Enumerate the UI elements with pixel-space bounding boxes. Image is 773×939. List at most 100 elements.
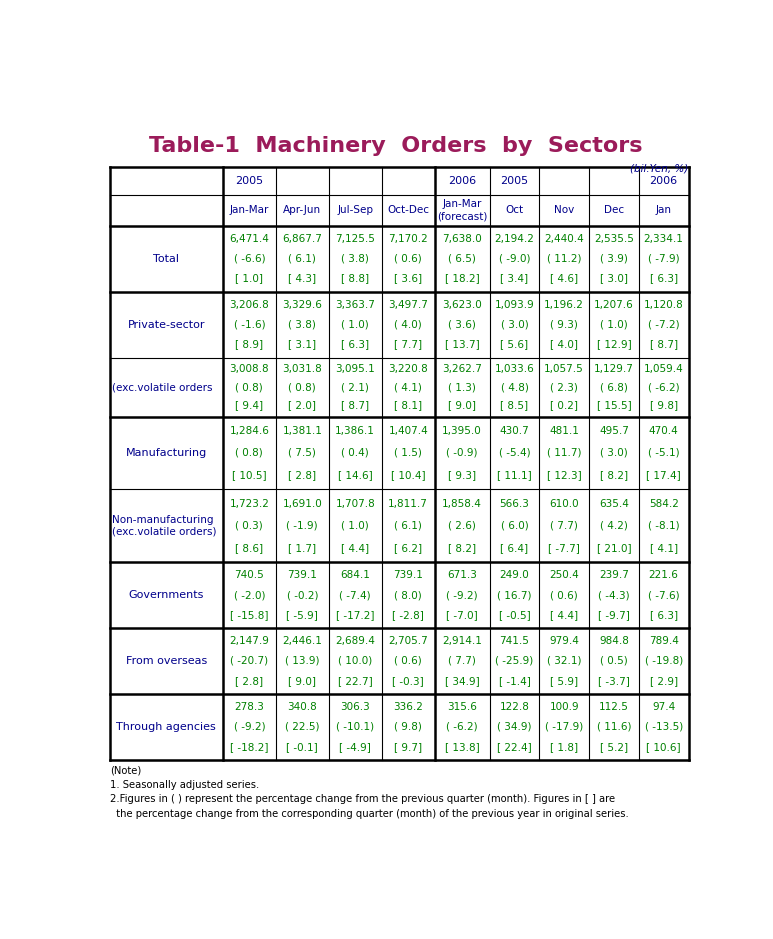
Text: ( 9.3): ( 9.3) xyxy=(550,319,578,330)
Text: ( 3.8): ( 3.8) xyxy=(288,319,316,330)
Text: 1,381.1: 1,381.1 xyxy=(282,426,322,436)
Text: 2,440.4: 2,440.4 xyxy=(544,234,584,244)
Text: [ 2.8]: [ 2.8] xyxy=(235,676,264,685)
Text: ( 4.0): ( 4.0) xyxy=(394,319,422,330)
Text: 2005: 2005 xyxy=(235,176,264,186)
Text: [ 9.8]: [ 9.8] xyxy=(649,400,678,409)
Text: [ 6.3]: [ 6.3] xyxy=(649,609,678,620)
Text: 340.8: 340.8 xyxy=(288,702,317,712)
Text: ( 6.0): ( 6.0) xyxy=(501,521,528,531)
Text: [ 13.8]: [ 13.8] xyxy=(444,742,479,751)
Text: ( -6.2): ( -6.2) xyxy=(446,722,478,731)
Text: 3,262.7: 3,262.7 xyxy=(442,364,482,375)
Text: ( -7.4): ( -7.4) xyxy=(339,590,371,600)
Text: [ 1.8]: [ 1.8] xyxy=(550,742,578,751)
Text: 2005: 2005 xyxy=(500,176,529,186)
Text: (Note): (Note) xyxy=(110,765,141,776)
Text: ( 4.2): ( 4.2) xyxy=(600,521,628,531)
Text: 1. Seasonally adjusted series.: 1. Seasonally adjusted series. xyxy=(110,780,259,790)
Text: 1,093.9: 1,093.9 xyxy=(495,300,534,310)
Text: ( 6.8): ( 6.8) xyxy=(600,382,628,393)
Text: [ -4.9]: [ -4.9] xyxy=(339,742,371,751)
Text: ( 0.4): ( 0.4) xyxy=(342,448,369,458)
Text: 671.3: 671.3 xyxy=(448,570,477,580)
Text: (bil.Yen, %): (bil.Yen, %) xyxy=(630,163,689,174)
Text: [ -18.2]: [ -18.2] xyxy=(230,742,268,751)
Text: [ 8.8]: [ 8.8] xyxy=(341,273,369,284)
Text: ( 1.0): ( 1.0) xyxy=(342,521,369,531)
Text: [ -7.0]: [ -7.0] xyxy=(446,609,478,620)
Text: 2,535.5: 2,535.5 xyxy=(594,234,634,244)
Text: [ 2.8]: [ 2.8] xyxy=(288,470,316,480)
Text: [ 15.5]: [ 15.5] xyxy=(597,400,632,409)
Text: Jan-Mar: Jan-Mar xyxy=(230,206,269,215)
Text: ( 7.7): ( 7.7) xyxy=(448,656,476,666)
Text: [ 4.3]: [ 4.3] xyxy=(288,273,316,284)
Text: 2,334.1: 2,334.1 xyxy=(644,234,683,244)
Text: [ 18.2]: [ 18.2] xyxy=(444,273,479,284)
Text: [ 9.7]: [ 9.7] xyxy=(394,742,422,751)
Text: 3,206.8: 3,206.8 xyxy=(230,300,269,310)
Text: [ 12.9]: [ 12.9] xyxy=(597,339,632,349)
Text: ( -5.1): ( -5.1) xyxy=(648,448,679,458)
Text: [ -9.7]: [ -9.7] xyxy=(598,609,630,620)
Text: 1,386.1: 1,386.1 xyxy=(335,426,375,436)
Text: 481.1: 481.1 xyxy=(550,426,579,436)
Text: ( 1.3): ( 1.3) xyxy=(448,382,476,393)
Text: Jan: Jan xyxy=(656,206,672,215)
Text: the percentage change from the corresponding quarter (month) of the previous yea: the percentage change from the correspon… xyxy=(110,809,628,819)
Text: [ 4.4]: [ 4.4] xyxy=(341,543,369,553)
Text: ( 4.1): ( 4.1) xyxy=(394,382,422,393)
Text: Manufacturing: Manufacturing xyxy=(126,448,207,458)
Text: ( -8.1): ( -8.1) xyxy=(648,521,679,531)
Text: ( 0.8): ( 0.8) xyxy=(236,448,263,458)
Text: 2,689.4: 2,689.4 xyxy=(335,637,375,646)
Text: 1,723.2: 1,723.2 xyxy=(230,499,269,509)
Text: ( 2.1): ( 2.1) xyxy=(342,382,369,393)
Text: 789.4: 789.4 xyxy=(649,637,679,646)
Text: ( 3.0): ( 3.0) xyxy=(600,448,628,458)
Text: [ 7.7]: [ 7.7] xyxy=(394,339,422,349)
Text: [ 5.2]: [ 5.2] xyxy=(600,742,628,751)
Text: 635.4: 635.4 xyxy=(599,499,629,509)
Text: ( 8.0): ( 8.0) xyxy=(394,590,422,600)
Text: ( 1.5): ( 1.5) xyxy=(394,448,422,458)
Text: 336.2: 336.2 xyxy=(393,702,423,712)
Text: ( -7.9): ( -7.9) xyxy=(648,254,679,264)
Text: [ 8.7]: [ 8.7] xyxy=(649,339,678,349)
Text: ( -9.0): ( -9.0) xyxy=(499,254,530,264)
Text: Through agencies: Through agencies xyxy=(117,722,216,731)
Text: 7,125.5: 7,125.5 xyxy=(335,234,375,244)
Text: 566.3: 566.3 xyxy=(499,499,530,509)
Text: ( 22.5): ( 22.5) xyxy=(285,722,319,731)
Text: 6,867.7: 6,867.7 xyxy=(282,234,322,244)
Text: ( 0.8): ( 0.8) xyxy=(236,382,263,393)
Text: 1,395.0: 1,395.0 xyxy=(442,426,482,436)
Text: ( -19.8): ( -19.8) xyxy=(645,656,683,666)
Text: ( 6.1): ( 6.1) xyxy=(288,254,316,264)
Text: 1,284.6: 1,284.6 xyxy=(230,426,269,436)
Text: [ 3.4]: [ 3.4] xyxy=(500,273,529,284)
Text: 1,057.5: 1,057.5 xyxy=(544,364,584,375)
Text: [ 9.0]: [ 9.0] xyxy=(448,400,476,409)
Text: ( 13.9): ( 13.9) xyxy=(285,656,319,666)
Text: 1,120.8: 1,120.8 xyxy=(644,300,683,310)
Text: 315.6: 315.6 xyxy=(448,702,477,712)
Text: [ 5.9]: [ 5.9] xyxy=(550,676,578,685)
Text: [ 1.0]: [ 1.0] xyxy=(235,273,264,284)
Text: [ -1.4]: [ -1.4] xyxy=(499,676,530,685)
Text: 221.6: 221.6 xyxy=(649,570,679,580)
Text: ( 0.8): ( 0.8) xyxy=(288,382,316,393)
Text: 470.4: 470.4 xyxy=(649,426,679,436)
Text: [ 14.6]: [ 14.6] xyxy=(338,470,373,480)
Text: 1,196.2: 1,196.2 xyxy=(544,300,584,310)
Text: ( 1.0): ( 1.0) xyxy=(342,319,369,330)
Text: [ 9.0]: [ 9.0] xyxy=(288,676,316,685)
Text: Oct-Dec: Oct-Dec xyxy=(387,206,429,215)
Text: [ 34.9]: [ 34.9] xyxy=(444,676,479,685)
Text: [ 8.6]: [ 8.6] xyxy=(235,543,264,553)
Text: 3,031.8: 3,031.8 xyxy=(282,364,322,375)
Text: 1,691.0: 1,691.0 xyxy=(282,499,322,509)
Text: ( -0.9): ( -0.9) xyxy=(446,448,478,458)
Text: ( -9.2): ( -9.2) xyxy=(233,722,265,731)
